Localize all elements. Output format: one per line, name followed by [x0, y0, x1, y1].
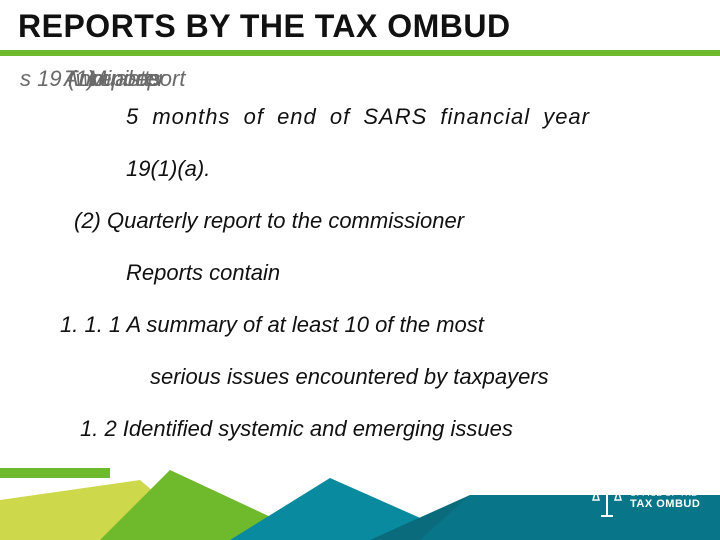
line-2: 19(1)(a).	[126, 156, 210, 182]
line-6: serious issues encountered by taxpayers	[150, 364, 549, 390]
line-1: 5 months of end of SARS financial year	[126, 104, 686, 130]
slide-title: REPORTS BY THE TAX OMBUD	[18, 8, 511, 45]
title-underline	[0, 50, 720, 56]
line-7: 1. 2 Identified systemic and emerging is…	[80, 416, 513, 442]
line-3: (2) Quarterly report to the commissioner	[74, 208, 464, 234]
logo-text: OFFICE OF THE TAX OMBUD	[630, 490, 700, 511]
line-4: Reports contain	[126, 260, 280, 286]
logo-mark-icon	[592, 480, 622, 520]
line-5: 1. 1. 1 A summary of at least 10 of the …	[60, 312, 484, 338]
tax-ombud-logo: OFFICE OF THE TAX OMBUD	[592, 478, 702, 522]
